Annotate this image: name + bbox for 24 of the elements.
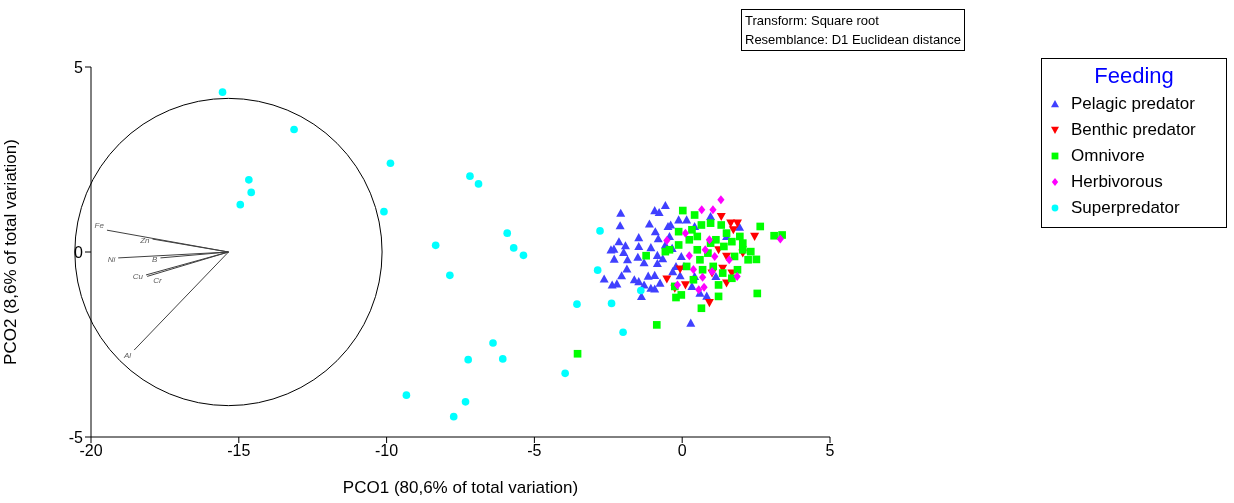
- legend-label: Herbivorous: [1071, 172, 1163, 192]
- legend-label: Pelagic predator: [1071, 94, 1195, 114]
- series-label: Fe: [94, 221, 105, 231]
- series-label: Cu: [132, 271, 144, 281]
- legend-label: Omnivore: [1071, 146, 1145, 166]
- x-tick-label: 5: [825, 442, 835, 460]
- series-label: B: [152, 254, 159, 264]
- legend-label: Benthic predator: [1071, 120, 1196, 140]
- y-axis-title: PCO2 (8,6% of total variation): [1, 139, 21, 365]
- series-label: Ni: [107, 254, 116, 264]
- x-axis-title: PCO1 (80,6% of total variation): [342, 478, 579, 497]
- y-tick-label: 0: [74, 243, 84, 261]
- legend-label: Superpredator: [1071, 198, 1180, 218]
- series-label: Zn: [139, 236, 151, 246]
- series-label: Cr: [153, 276, 162, 286]
- series-label: Al: [123, 351, 132, 361]
- text: Resemblance: D1 Euclidean distance: [745, 31, 962, 49]
- text: Transform: Square root: [745, 12, 880, 30]
- x-tick-label: 0: [677, 442, 687, 460]
- y-tick-label: 5: [74, 58, 84, 76]
- x-tick-label: -15: [227, 442, 251, 460]
- legend-title: Feeding: [1093, 63, 1175, 89]
- x-tick-label: -10: [375, 442, 399, 460]
- x-tick-label: -5: [527, 442, 542, 460]
